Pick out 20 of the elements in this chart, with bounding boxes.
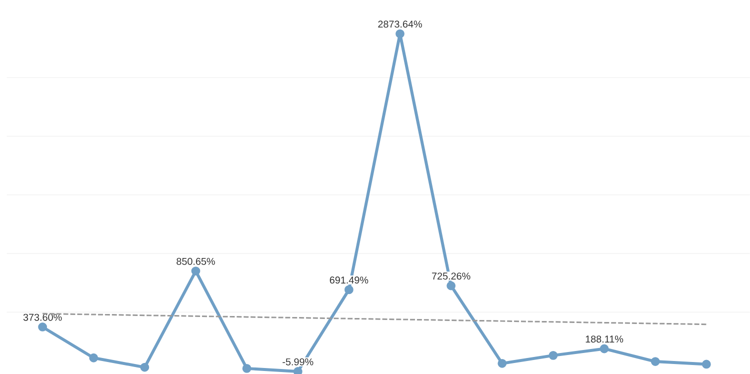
point — [702, 360, 711, 368]
point — [396, 29, 404, 38]
data-label: 850.65% — [176, 258, 215, 265]
point — [191, 266, 200, 276]
point — [38, 322, 48, 332]
point — [344, 285, 354, 294]
point — [548, 350, 558, 360]
data-label: 188.11% — [586, 335, 624, 342]
point — [600, 344, 609, 353]
data-label: 691.49% — [330, 276, 368, 284]
point — [140, 362, 150, 372]
point — [89, 353, 98, 362]
data-label: 2873.64% — [378, 20, 422, 28]
data-label: 373.60% — [23, 314, 62, 321]
point — [242, 364, 252, 373]
point — [446, 281, 456, 290]
point — [498, 358, 507, 368]
data-label: 725.26% — [432, 272, 470, 280]
point — [650, 356, 660, 366]
data-label: -5.99% — [282, 358, 314, 366]
